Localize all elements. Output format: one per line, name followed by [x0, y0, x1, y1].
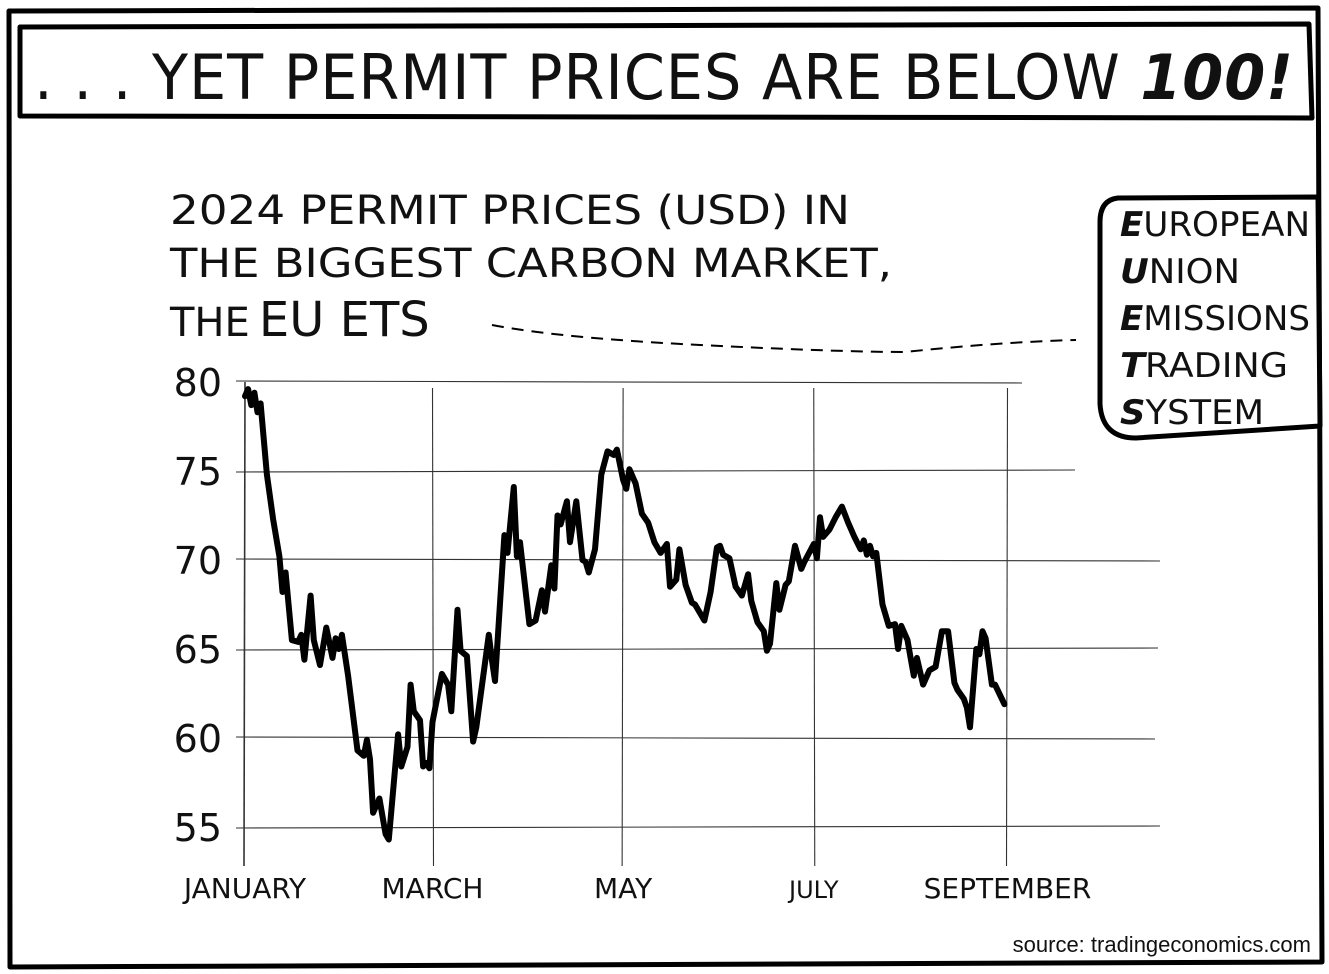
banner-emphasis: 100! — [1140, 41, 1294, 114]
x-tick-september: SEPTEMBER — [924, 872, 1092, 905]
legend-entry-2: EMISSIONS — [1120, 299, 1310, 339]
y-tick-60: 60 — [174, 717, 222, 761]
legend-rest: MISSIONS — [1143, 299, 1310, 339]
caption-eu-ets: EU ETS — [259, 292, 430, 348]
x-tick-march: MARCH — [382, 872, 484, 905]
legend-initial: T — [1120, 346, 1148, 386]
caption-line-2: THE BIGGEST CARBON MARKET, — [169, 241, 892, 287]
gridline-y-55 — [235, 825, 1161, 829]
banner-title: . . . YET PERMIT PRICES ARE BELOW 100! — [34, 41, 1294, 114]
y-tick-80: 80 — [174, 361, 222, 405]
legend-initial: U — [1120, 252, 1149, 292]
gridline-y-60 — [235, 736, 1156, 740]
legend-rest: YSTEM — [1144, 393, 1264, 433]
legend-entry-4: SYSTEM — [1120, 393, 1264, 433]
gridline-y-65 — [235, 647, 1159, 651]
panel-border — [6, 5, 1325, 970]
x-tick-labels: JANUARY MARCH MAY JULY SEPTEMBER — [182, 872, 1091, 905]
caption-the: THE — [169, 300, 250, 346]
gridline-y-70 — [235, 558, 1161, 562]
y-tick-75: 75 — [174, 450, 222, 494]
legend-rest: NION — [1149, 252, 1240, 292]
legend-entry-0: EUROPEAN — [1120, 205, 1310, 245]
series-line-eu-ets-price — [242, 386, 1008, 843]
y-tick-65: 65 — [174, 628, 222, 672]
legend-border — [1097, 194, 1323, 441]
caption-line-3: THE EU ETS — [169, 292, 430, 348]
legend-entry-3: TRADING — [1120, 346, 1288, 386]
price-chart: 80 75 70 65 60 55 JANUARY MARCH MAY JULY SEPTEMBE… — [174, 361, 1161, 905]
source-note: source: tradingeconomics.com — [1013, 932, 1311, 957]
gridline-x-september — [1005, 387, 1009, 867]
y-tick-55: 55 — [174, 806, 222, 850]
gridline-x-january — [243, 381, 246, 867]
legend-initial: E — [1120, 299, 1143, 339]
y-tick-labels: 80 75 70 65 60 55 — [174, 361, 222, 850]
gridline-x-may — [621, 387, 624, 867]
banner-box — [17, 21, 1315, 121]
x-tick-january: JANUARY — [182, 872, 307, 905]
gridline-y-80 — [235, 380, 1023, 384]
gridline-x-july — [813, 387, 816, 867]
legend-connector — [491, 324, 1077, 354]
legend-rest: UROPEAN — [1143, 205, 1310, 245]
legend-initial: E — [1120, 205, 1143, 245]
legend-entry-1: UNION — [1120, 252, 1240, 292]
gridline-x-march — [431, 387, 435, 867]
banner-prefix: . . . YET PERMIT PRICES ARE BELOW — [34, 41, 1140, 114]
caption-line-1: 2024 PERMIT PRICES (USD) IN — [170, 188, 850, 234]
gridline-y-75 — [235, 469, 1076, 473]
y-tick-70: 70 — [174, 539, 222, 583]
legend-rest: RADING — [1145, 346, 1288, 386]
x-tick-may: MAY — [594, 872, 653, 905]
x-tick-july: JULY — [787, 876, 839, 904]
legend-initial: S — [1120, 393, 1145, 433]
